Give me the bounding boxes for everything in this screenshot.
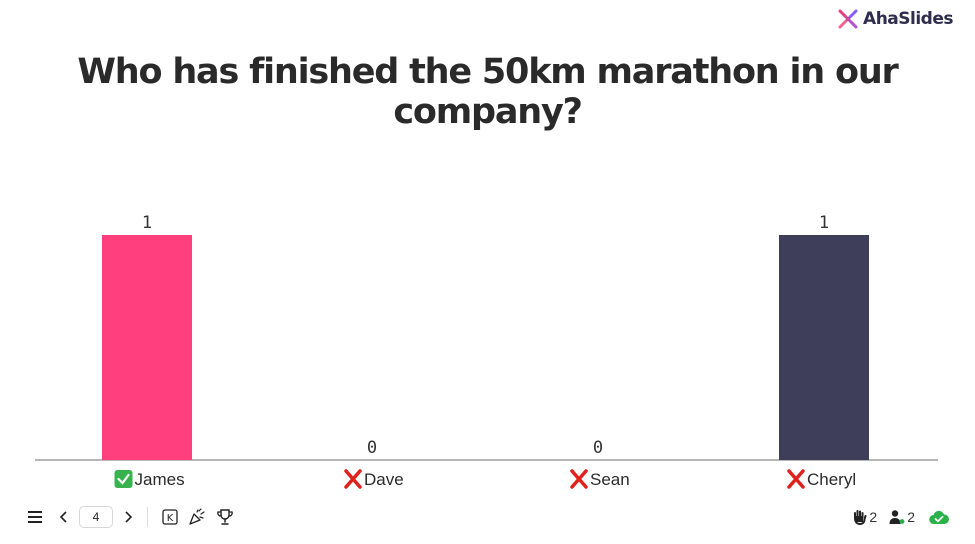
keyboard-shortcuts-button[interactable]: K bbox=[162, 509, 178, 525]
category-james: James bbox=[114, 470, 185, 489]
check-mark-stroke bbox=[117, 473, 130, 485]
connection-status bbox=[929, 510, 949, 525]
ahaslides-logo: AhaSlides bbox=[837, 8, 953, 30]
bar-value-sean: 0 bbox=[593, 438, 603, 458]
bar-cheryl bbox=[779, 235, 869, 460]
category-label-sean: Sean bbox=[590, 470, 630, 489]
next-slide-button[interactable] bbox=[123, 511, 133, 523]
audience-stats: 2 2 bbox=[852, 505, 949, 529]
participants-count: 2 bbox=[907, 509, 915, 525]
cross-mark-icon bbox=[344, 469, 362, 489]
leaderboard-button[interactable] bbox=[216, 508, 234, 526]
brand-name: AhaSlides bbox=[863, 9, 953, 29]
bar-value-dave: 0 bbox=[367, 438, 377, 458]
bar-james bbox=[102, 235, 192, 460]
raised-hand-icon bbox=[854, 510, 867, 525]
participant-user-icon bbox=[889, 510, 905, 524]
category-cheryl: Cheryl bbox=[787, 469, 856, 489]
menu-button[interactable] bbox=[27, 510, 43, 524]
category-dave: Dave bbox=[344, 469, 404, 489]
category-sean: Sean bbox=[570, 469, 630, 489]
cloud-check-icon bbox=[929, 510, 949, 524]
trophy-icon bbox=[217, 509, 233, 525]
participants-stat[interactable]: 2 bbox=[889, 509, 915, 525]
bar-value-james: 1 bbox=[142, 213, 152, 233]
svg-text:K: K bbox=[167, 513, 174, 524]
celebrate-button[interactable] bbox=[188, 508, 206, 526]
current-page-indicator[interactable]: 4 bbox=[79, 506, 113, 528]
cross-mark-icon bbox=[787, 469, 805, 489]
hamburger-menu-icon bbox=[28, 511, 42, 523]
previous-slide-button[interactable] bbox=[59, 511, 69, 523]
question-title: Who has finished the 50km marathon in ou… bbox=[77, 52, 898, 132]
party-popper-icon bbox=[189, 508, 205, 525]
category-label-james: James bbox=[135, 470, 185, 489]
keyboard-key-icon: K bbox=[162, 509, 178, 525]
category-label-cheryl: Cheryl bbox=[807, 470, 856, 489]
hands-raised-stat[interactable]: 2 bbox=[852, 509, 877, 525]
ahaslides-logo-icon bbox=[838, 9, 858, 29]
presenter-toolbar: 4 K bbox=[27, 504, 234, 530]
toolbar-divider bbox=[147, 507, 148, 527]
check-mark-icon bbox=[114, 470, 133, 488]
hands-raised-count: 2 bbox=[869, 509, 878, 525]
bar-value-cheryl: 1 bbox=[819, 213, 829, 233]
chevron-left-icon bbox=[59, 511, 67, 523]
chevron-right-icon bbox=[125, 511, 133, 523]
cross-mark-icon bbox=[570, 469, 588, 489]
category-label-dave: Dave bbox=[364, 470, 404, 489]
